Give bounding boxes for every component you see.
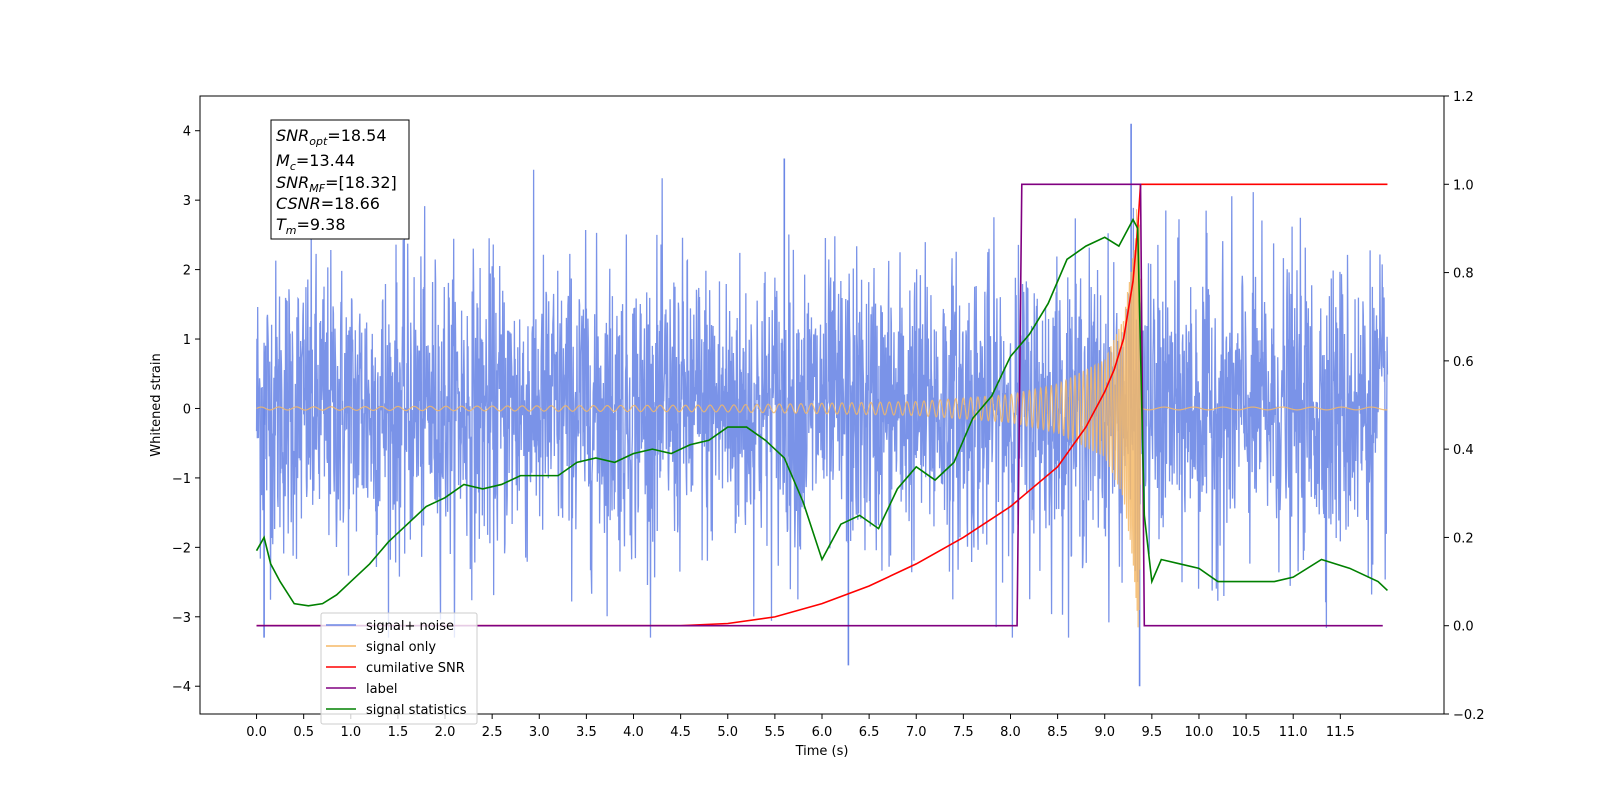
x-tick-label: 11.5 [1326, 725, 1355, 740]
y-left-tick-label: −4 [172, 680, 191, 695]
x-tick-label: 8.0 [1000, 725, 1021, 740]
y-left-tick-label: 1 [183, 333, 191, 348]
x-tick-label: 6.5 [859, 725, 880, 740]
y-right-tick-label: 0.6 [1453, 355, 1474, 370]
y-axis-label: Whitened strain [149, 353, 164, 456]
legend-label-cumulative-snr: cumilative SNR [366, 661, 465, 676]
annotation-snr-opt: SNRopt=18.54 [276, 126, 387, 148]
x-tick-label: 3.5 [576, 725, 597, 740]
x-tick-label: 5.0 [717, 725, 738, 740]
cumulative-snr-line [256, 183, 1388, 627]
x-tick-label: 4.5 [670, 725, 691, 740]
y-left-tick-label: 2 [183, 264, 191, 279]
x-tick-label: 7.0 [906, 725, 927, 740]
x-tick-label: 10.0 [1184, 725, 1213, 740]
legend-entry-signal-noise: signal+ noise [326, 619, 454, 634]
x-axis-label: Time (s) [795, 744, 849, 759]
annotation-csnr: CSNR=18.66 [276, 194, 380, 213]
signal-only-line [256, 209, 1388, 628]
y-left-tick-label: −1 [172, 472, 191, 487]
x-tick-label: 2.0 [435, 725, 456, 740]
legend-label-label: label [366, 682, 397, 697]
x-tick-label: 10.5 [1232, 725, 1261, 740]
legend-entry-signal-only: signal only [326, 640, 436, 655]
x-tick-label: 0.5 [293, 725, 314, 740]
x-tick-label: 8.5 [1047, 725, 1068, 740]
legend-label-signal-statistics: signal statistics [366, 703, 467, 718]
y-left-tick-label: −3 [172, 611, 191, 626]
y-right-tick-label: 0.4 [1453, 443, 1474, 458]
legend-entry-signal-statistics: signal statistics [326, 703, 467, 718]
y-axis-right: 1.2 1.0 0.8 0.6 0.4 0.2 0.0 −0.2 [1444, 90, 1485, 723]
legend-label-signal-only: signal only [366, 640, 436, 655]
y-left-tick-label: 0 [183, 402, 191, 417]
annotation-tm: Tm=9.38 [276, 215, 346, 237]
label-line [256, 183, 1383, 627]
signal-statistics-line [255, 217, 1388, 607]
y-axis-left: 4 3 2 1 0 −1 −2 −3 −4 [172, 125, 200, 695]
x-tick-label: 1.5 [388, 725, 409, 740]
y-right-tick-label: 1.0 [1453, 178, 1474, 193]
y-right-tick-label: 0.2 [1453, 531, 1474, 546]
x-tick-label: 6.0 [812, 725, 833, 740]
series-lines [255, 183, 1388, 627]
y-left-tick-label: 4 [183, 125, 191, 140]
annotation-snr-mf: SNRMF=[18.32] [276, 173, 397, 195]
y-right-tick-label: 1.2 [1453, 90, 1474, 105]
y-right-tick-label: 0.0 [1453, 620, 1474, 635]
legend-entry-cumulative-snr: cumilative SNR [326, 661, 465, 676]
x-tick-label: 3.0 [529, 725, 550, 740]
legend-label-signal-noise: signal+ noise [366, 619, 454, 634]
signal-noise-line [255, 169, 1389, 638]
x-tick-label: 11.0 [1279, 725, 1308, 740]
legend-entry-label: label [326, 682, 397, 697]
x-tick-label: 5.5 [765, 725, 786, 740]
x-tick-label: 7.5 [953, 725, 974, 740]
legend: signal+ noise signal only cumilative SNR… [320, 612, 478, 725]
x-axis: 0.0 0.5 1.0 1.5 2.0 2.5 3.0 3.5 4.0 4.5 5.0 5.5 6.0 6… [246, 714, 1355, 740]
series-signal-only [256, 209, 1388, 628]
annotation-mc: Mc=13.44 [276, 151, 355, 173]
y-right-tick-label: −0.2 [1453, 708, 1485, 723]
x-tick-label: 9.0 [1094, 725, 1115, 740]
x-tick-label: 4.0 [623, 725, 644, 740]
y-left-tick-label: 3 [183, 194, 191, 209]
y-left-tick-label: −2 [172, 541, 191, 556]
x-tick-label: 9.5 [1142, 725, 1163, 740]
annotation-box: SNRopt=18.54 Mc=13.44 SNRMF=[18.32] CSNR… [270, 119, 410, 240]
x-tick-label: 0.0 [246, 725, 267, 740]
y-right-tick-label: 0.8 [1453, 267, 1474, 282]
x-tick-label: 2.5 [482, 725, 503, 740]
x-tick-label: 1.0 [340, 725, 361, 740]
